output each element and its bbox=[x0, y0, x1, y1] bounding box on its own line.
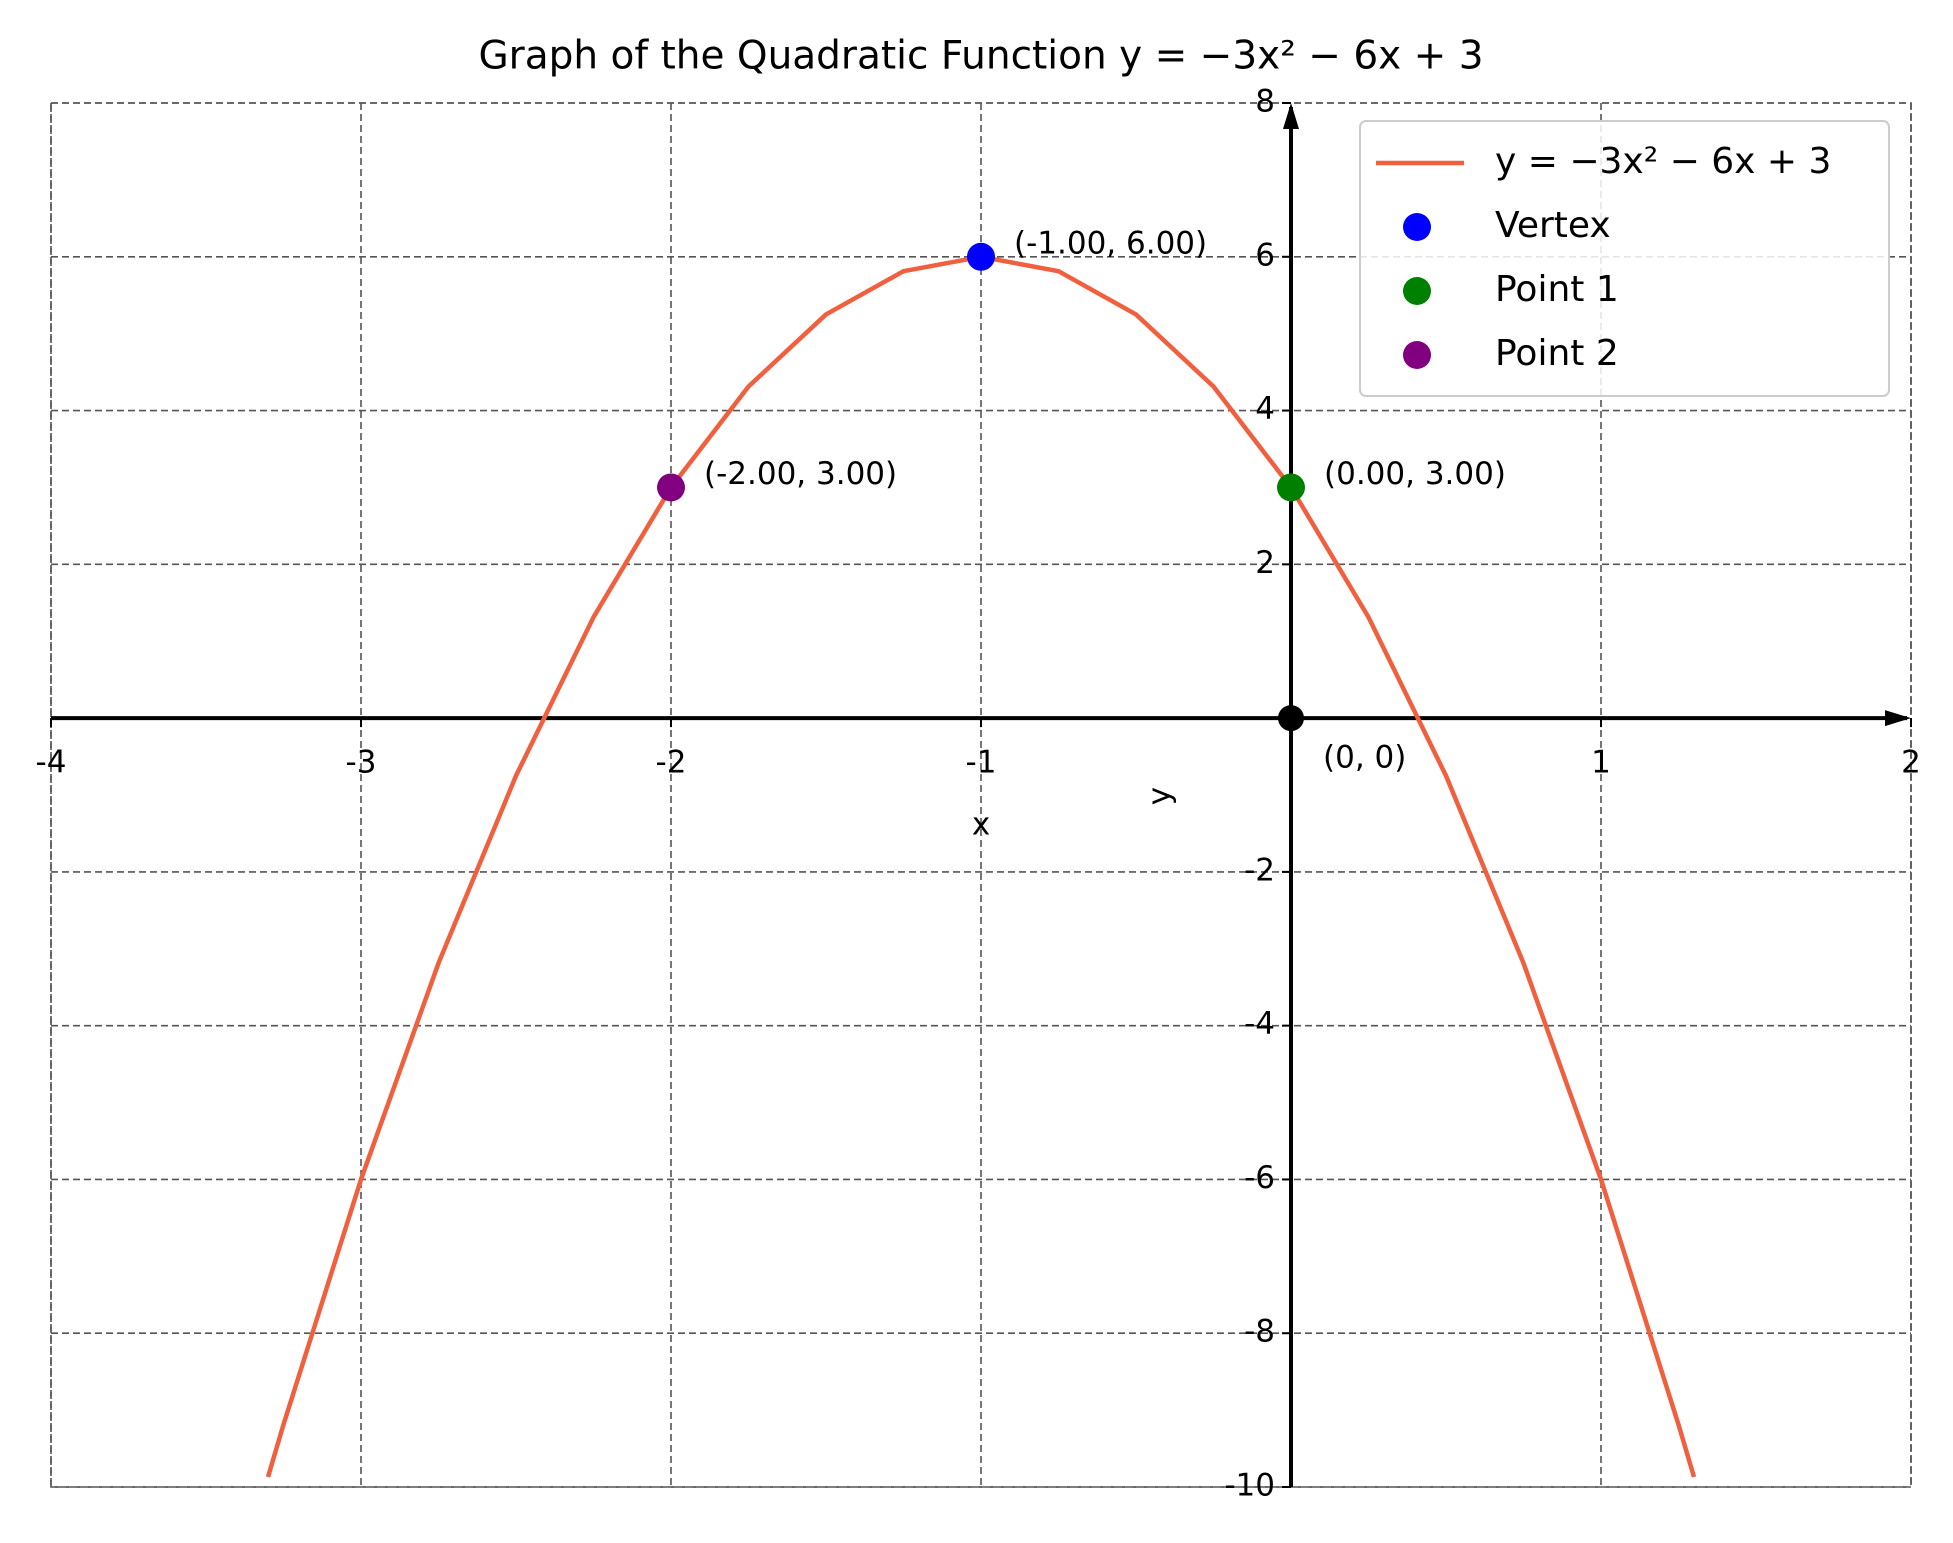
legend-swatch bbox=[1403, 277, 1431, 305]
y-tick-label: 6 bbox=[1255, 237, 1275, 273]
legend-label: Vertex bbox=[1495, 205, 1611, 246]
origin-point bbox=[1278, 705, 1304, 732]
point-label: (0.00, 3.00) bbox=[1324, 456, 1506, 492]
y-tick-label: -2 bbox=[1244, 852, 1275, 888]
chart-title: Graph of the Quadratic Function y = −3x²… bbox=[478, 34, 1483, 79]
point bbox=[657, 473, 685, 502]
y-axis-arrow bbox=[1283, 103, 1299, 129]
legend-label: y = −3x² − 6x + 3 bbox=[1495, 141, 1831, 182]
x-tick-label: -1 bbox=[966, 745, 997, 781]
y-tick-label: 8 bbox=[1255, 84, 1275, 120]
x-tick-label: -4 bbox=[36, 745, 67, 781]
y-tick-label: 2 bbox=[1255, 545, 1275, 581]
y-tick-label: -8 bbox=[1244, 1314, 1275, 1350]
legend-label: Point 2 bbox=[1495, 333, 1619, 374]
point-label: (-2.00, 3.00) bbox=[704, 456, 897, 492]
y-tick-label: -10 bbox=[1224, 1468, 1275, 1504]
x-tick-label: -3 bbox=[346, 745, 377, 781]
x-tick-label: 1 bbox=[1591, 745, 1611, 781]
y-axis-label: y bbox=[1142, 787, 1178, 805]
y-tick-label: -4 bbox=[1244, 1006, 1275, 1042]
point-label: (-1.00, 6.00) bbox=[1014, 225, 1207, 261]
point bbox=[1277, 473, 1305, 502]
y-tick-label: 4 bbox=[1255, 391, 1275, 427]
x-tick-label: 2 bbox=[1901, 745, 1921, 781]
legend-swatch bbox=[1403, 341, 1431, 369]
x-tick-label: -2 bbox=[656, 745, 687, 781]
legend-swatch bbox=[1403, 213, 1431, 241]
y-tick-label: -6 bbox=[1244, 1160, 1275, 1196]
legend-box bbox=[1359, 120, 1890, 397]
x-axis-arrow bbox=[1885, 710, 1911, 727]
x-axis-label: x bbox=[972, 807, 990, 843]
point bbox=[967, 242, 995, 271]
legend-label: Point 1 bbox=[1495, 269, 1619, 310]
annotation: (0, 0) bbox=[1323, 740, 1406, 776]
